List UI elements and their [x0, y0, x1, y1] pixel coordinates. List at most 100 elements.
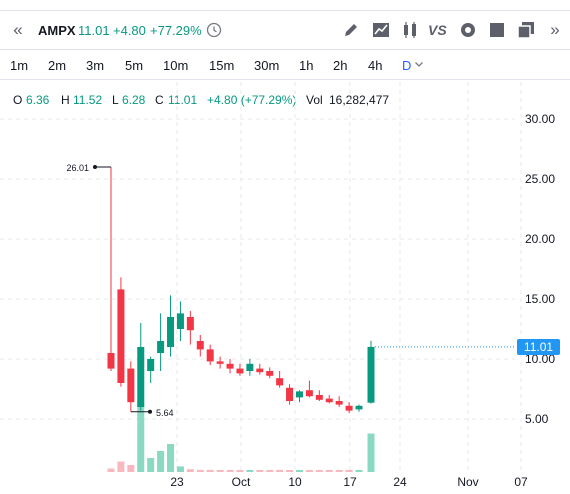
candle-body [157, 341, 165, 353]
y-tick-label: 15.00 [525, 292, 555, 306]
candle-body [325, 398, 333, 403]
candle-body [305, 390, 313, 397]
interval-5m[interactable]: 5m [125, 58, 144, 73]
clock-icon[interactable] [206, 22, 222, 38]
volume-bar [137, 402, 145, 472]
legend-high-value: 11.52 [73, 93, 103, 107]
volume-bar [325, 470, 333, 472]
interval-3m[interactable]: 3m [86, 58, 105, 73]
gear-icon[interactable] [458, 20, 478, 40]
chevron-down-icon[interactable] [414, 59, 424, 69]
legend-open-label: O [13, 93, 23, 107]
volume-bar [335, 470, 343, 472]
interval-30m[interactable]: 30m [254, 58, 280, 73]
y-tick-label: 10.00 [525, 352, 555, 366]
candle-body [206, 349, 214, 362]
square-icon[interactable] [487, 20, 507, 40]
volume-bar [236, 470, 244, 472]
candle-body [266, 371, 274, 376]
vs-icon[interactable]: VS [428, 22, 447, 38]
interval-2m[interactable]: 2m [48, 58, 67, 73]
candle-body [286, 387, 294, 401]
double-chevron-left-icon[interactable]: « [13, 20, 23, 39]
volume-bar [196, 469, 204, 472]
candle-body [236, 368, 244, 374]
legend-open-value: 6.36 [26, 93, 50, 107]
volume-bar [295, 470, 303, 472]
copy-icon[interactable] [516, 20, 536, 40]
volume-bar [176, 466, 184, 472]
y-tick-label: 30.00 [525, 112, 555, 126]
candle-body [216, 361, 224, 364]
interval-15m[interactable]: 15m [209, 58, 235, 73]
volume-bar [246, 470, 254, 472]
volume-bar [206, 469, 214, 472]
interval-10m[interactable]: 10m [163, 58, 189, 73]
volume-bar [117, 461, 125, 472]
interval-d[interactable]: D [402, 58, 412, 73]
pencil-icon[interactable] [341, 20, 361, 40]
candle-body [367, 346, 375, 403]
interval-1m[interactable]: 1m [10, 58, 29, 73]
last-price: 11.01 [78, 23, 110, 38]
x-tick-label: 07 [514, 475, 528, 489]
volume-bar [276, 469, 284, 472]
volume-bar [305, 470, 313, 472]
candle-body [137, 347, 145, 407]
candles-icon[interactable] [400, 20, 420, 40]
interval-4h[interactable]: 4h [368, 58, 383, 73]
legend-low-label: L [112, 93, 119, 107]
x-tick-label: 24 [393, 475, 407, 489]
double-chevron-right-icon[interactable]: » [550, 20, 560, 39]
volume-bar [216, 470, 224, 472]
price-change-percent: +77.29% [150, 23, 202, 38]
candle-body [256, 368, 264, 373]
candle-body [147, 359, 155, 371]
legend-low-value: 6.28 [122, 93, 146, 107]
volume-bar [147, 458, 155, 472]
low-annotation-label: 5.64 [156, 408, 174, 418]
volume-bar [355, 470, 363, 472]
price-change: +4.80 [113, 23, 146, 38]
volume-bar [186, 469, 194, 472]
y-tick-label: 25.00 [525, 172, 555, 186]
legend-close-label: C [155, 93, 164, 107]
candle-body [167, 317, 175, 347]
candle-body [107, 353, 115, 369]
low-annotation-dot [148, 409, 152, 414]
candle-body [315, 395, 323, 400]
high-annotation-label: 26.01 [66, 163, 89, 173]
last-price-tag: 11.01 [517, 338, 560, 355]
interval-2h[interactable]: 2h [333, 58, 348, 73]
volume-bar [167, 444, 175, 472]
y-tick-label: 20.00 [525, 232, 555, 246]
interval-bar: 1m 2m 3m 5m 10m 15m 30m 1h 2h 4h D [0, 50, 570, 80]
x-tick-label: 10 [288, 475, 302, 489]
volume-bar [367, 433, 375, 472]
volume-bar [127, 465, 135, 472]
x-tick-label: Nov [457, 475, 478, 489]
candle-body [295, 391, 303, 398]
candle-body [276, 378, 284, 386]
volume-bar [107, 468, 115, 472]
x-tick-label: 17 [343, 475, 357, 489]
interval-1h[interactable]: 1h [299, 58, 314, 73]
symbol-toolbar: « AMPX 11.01 +4.80 +77.29% VS » [0, 10, 570, 50]
candle-body [355, 405, 363, 410]
x-tick-label: 23 [170, 475, 184, 489]
candle-body [117, 289, 125, 383]
candle-body [226, 363, 234, 369]
volume-bar [266, 470, 274, 472]
line-chart-icon[interactable] [371, 20, 391, 40]
x-tick-label: Oct [232, 475, 251, 489]
candle-body [127, 368, 135, 403]
candle-body [176, 313, 184, 329]
legend-volume-label: Vol [306, 93, 323, 107]
volume-bar [345, 469, 353, 472]
price-chart[interactable]: 5.00 10.00 15.00 20.00 25.00 30.00 23 Oct 10 17 24… [0, 82, 570, 494]
candle-body [186, 317, 194, 331]
legend-high-label: H [61, 93, 70, 107]
symbol-name[interactable]: AMPX [38, 23, 76, 38]
volume-bar [226, 470, 234, 472]
high-annotation-dot [93, 165, 97, 169]
